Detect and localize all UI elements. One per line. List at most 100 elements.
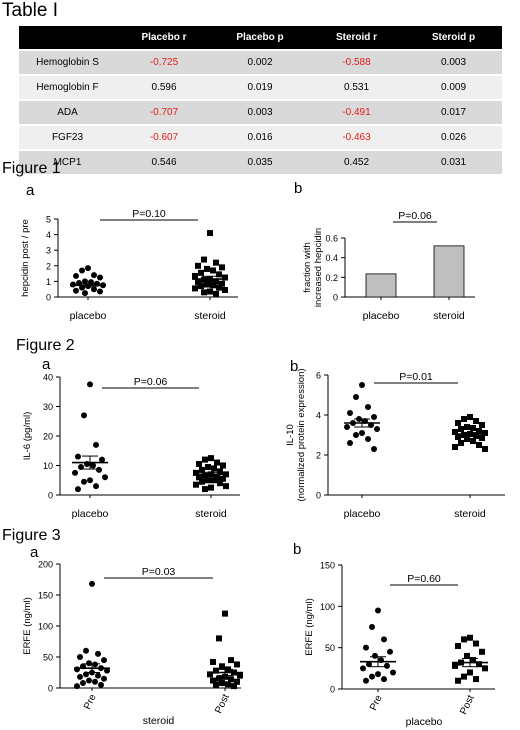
data-point [192, 272, 198, 279]
data-point [199, 478, 205, 485]
table-row: MCP1 0.546 0.035 0.452 0.031 [19, 149, 502, 174]
data-point [470, 438, 476, 444]
y-tick-label: 0 [48, 491, 53, 501]
y-axis-label: hepcidin post / pre [20, 219, 31, 297]
data-point [237, 672, 243, 679]
data-point [93, 483, 99, 490]
y-tick-label: 200 [38, 560, 53, 570]
table-cell: 0.026 [405, 124, 502, 150]
data-point [482, 665, 488, 672]
y-tick-label: 0 [46, 293, 51, 303]
data-point [455, 643, 461, 650]
results-table: Placebo r Placebo p Steroid r Steroid p … [19, 26, 502, 174]
data-point [374, 426, 380, 432]
data-point [228, 657, 234, 664]
data-point [360, 665, 366, 672]
data-point [213, 290, 219, 297]
group-label: placebo [406, 716, 443, 728]
data-point [216, 271, 222, 278]
bar [365, 273, 397, 298]
data-point [219, 663, 225, 670]
data-point [79, 284, 85, 291]
data-point [359, 430, 365, 436]
data-point [82, 290, 88, 297]
y-tick-label: 6 [316, 371, 321, 381]
data-point [365, 436, 371, 442]
row-label: Hemoglobin S [19, 49, 116, 75]
data-point [73, 272, 79, 279]
data-point [198, 283, 204, 290]
table-row: FGF23 -0.607 0.016 -0.463 0.026 [19, 124, 502, 150]
data-point [353, 394, 359, 400]
data-point [359, 382, 365, 388]
data-point [208, 455, 214, 462]
data-point [222, 673, 228, 680]
x-tick-label: steroid [433, 310, 465, 322]
data-point [347, 440, 353, 446]
y-tick-label: 50 [325, 643, 335, 653]
data-point [201, 256, 207, 263]
figure-1-panel-a-letter: a [26, 182, 35, 199]
data-point [92, 678, 98, 685]
y-tick-label: 100 [38, 622, 53, 632]
p-value-annotation: P=0.01 [399, 371, 433, 383]
table-cell: 0.002 [212, 49, 308, 75]
y-axis-label: ERFE (ng/ml) [22, 597, 33, 655]
header-steroid-p: Steroid p [405, 26, 502, 50]
data-point [77, 673, 83, 680]
data-point [473, 640, 479, 647]
data-point [452, 662, 458, 669]
header-placebo-r: Placebo r [116, 26, 212, 50]
data-point [452, 444, 458, 450]
group-label: steroid [143, 715, 175, 727]
data-point [387, 648, 393, 655]
table-cell: 0.596 [116, 74, 212, 100]
table-cell: 0.452 [308, 149, 405, 174]
data-point [455, 434, 461, 440]
table-cell: 0.016 [212, 124, 308, 150]
data-point [99, 456, 105, 463]
y-tick-label: 0 [333, 293, 338, 303]
data-point [363, 644, 369, 651]
data-point [210, 267, 216, 274]
data-point [452, 429, 458, 435]
data-point [198, 269, 204, 276]
data-point [75, 453, 81, 460]
y-tick-label: 50 [43, 653, 53, 663]
data-point [91, 272, 97, 279]
data-point [102, 474, 108, 481]
data-point [482, 430, 488, 436]
data-point [87, 477, 93, 484]
y-tick-label: 0 [330, 685, 335, 695]
y-axis-label: IL-6 (pg/ml) [22, 412, 33, 461]
x-tick-label: placebo [70, 310, 107, 322]
table-cell: 0.031 [405, 149, 502, 174]
table-cell: 0.009 [405, 74, 502, 100]
data-point [464, 652, 470, 659]
data-point [199, 466, 205, 473]
x-tick-label: placebo [363, 310, 400, 322]
y-tick-label: 150 [320, 561, 335, 571]
data-point [473, 418, 479, 424]
data-point [85, 265, 91, 272]
data-point [458, 426, 464, 432]
data-point [72, 469, 78, 476]
data-point [372, 652, 378, 659]
table-cell: 0.035 [212, 149, 308, 174]
y-tick-label: 150 [38, 591, 53, 601]
row-label: FGF23 [19, 124, 116, 150]
row-label: Hemoglobin F [19, 74, 116, 100]
data-point [234, 661, 240, 668]
table-title: Table I [2, 0, 58, 21]
data-point [467, 414, 473, 420]
data-point [81, 412, 87, 419]
figure-3-panel-a-letter: a [30, 544, 39, 561]
data-point [464, 436, 470, 442]
x-tick-label: Post [458, 693, 477, 716]
y-tick-label: 3 [46, 246, 51, 256]
table-cell: 0.546 [116, 149, 212, 174]
figure-1-title: Figure 1 [2, 160, 61, 177]
data-point [455, 420, 461, 426]
data-point [225, 681, 231, 688]
data-point [207, 230, 213, 237]
